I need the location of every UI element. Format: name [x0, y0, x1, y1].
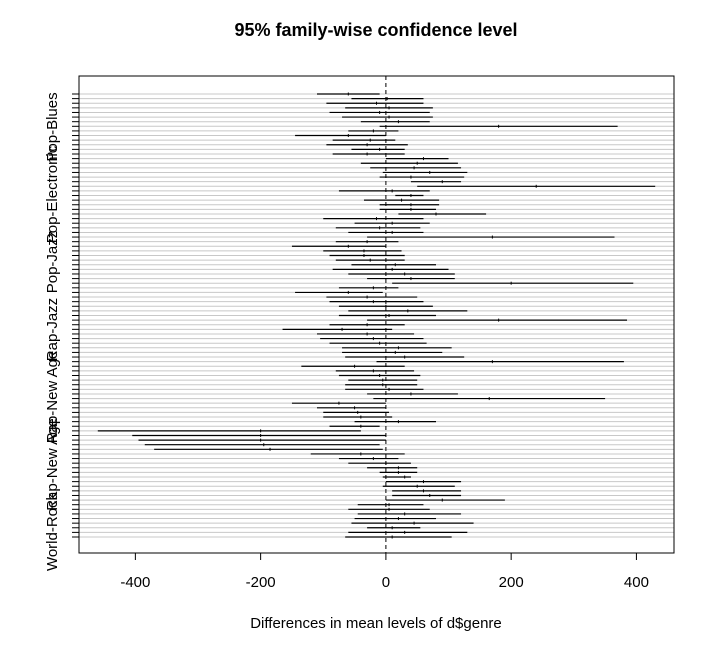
plot-area: -400 -200 0 200 400 Pop-BluesPop-ElectronicPo…: [44, 75, 675, 591]
y-tick-label: Pop-Blues: [44, 92, 61, 161]
y-tick-label: Rap-New Age: [44, 418, 61, 511]
x-axis-label: Differences in mean levels of d$genre: [250, 615, 502, 632]
x-tick-label: -200: [246, 574, 276, 591]
x-tick-label: 200: [499, 574, 524, 591]
y-tick-label: Pop-Jazz: [44, 231, 61, 294]
plot-border: [78, 75, 675, 554]
y-tick-label: Pop-Electronic: [44, 145, 61, 243]
y-tick-label: Rap-Jazz: [44, 298, 61, 361]
chart-title: 95% family-wise confidence level: [234, 20, 517, 40]
y-tick-label: World-Rock: [44, 492, 61, 571]
x-tick-label: 400: [624, 574, 649, 591]
x-tick-label: -400: [120, 574, 150, 591]
y-tick-label: Rap-New Age: [44, 351, 61, 444]
x-tick-label: 0: [382, 574, 390, 591]
